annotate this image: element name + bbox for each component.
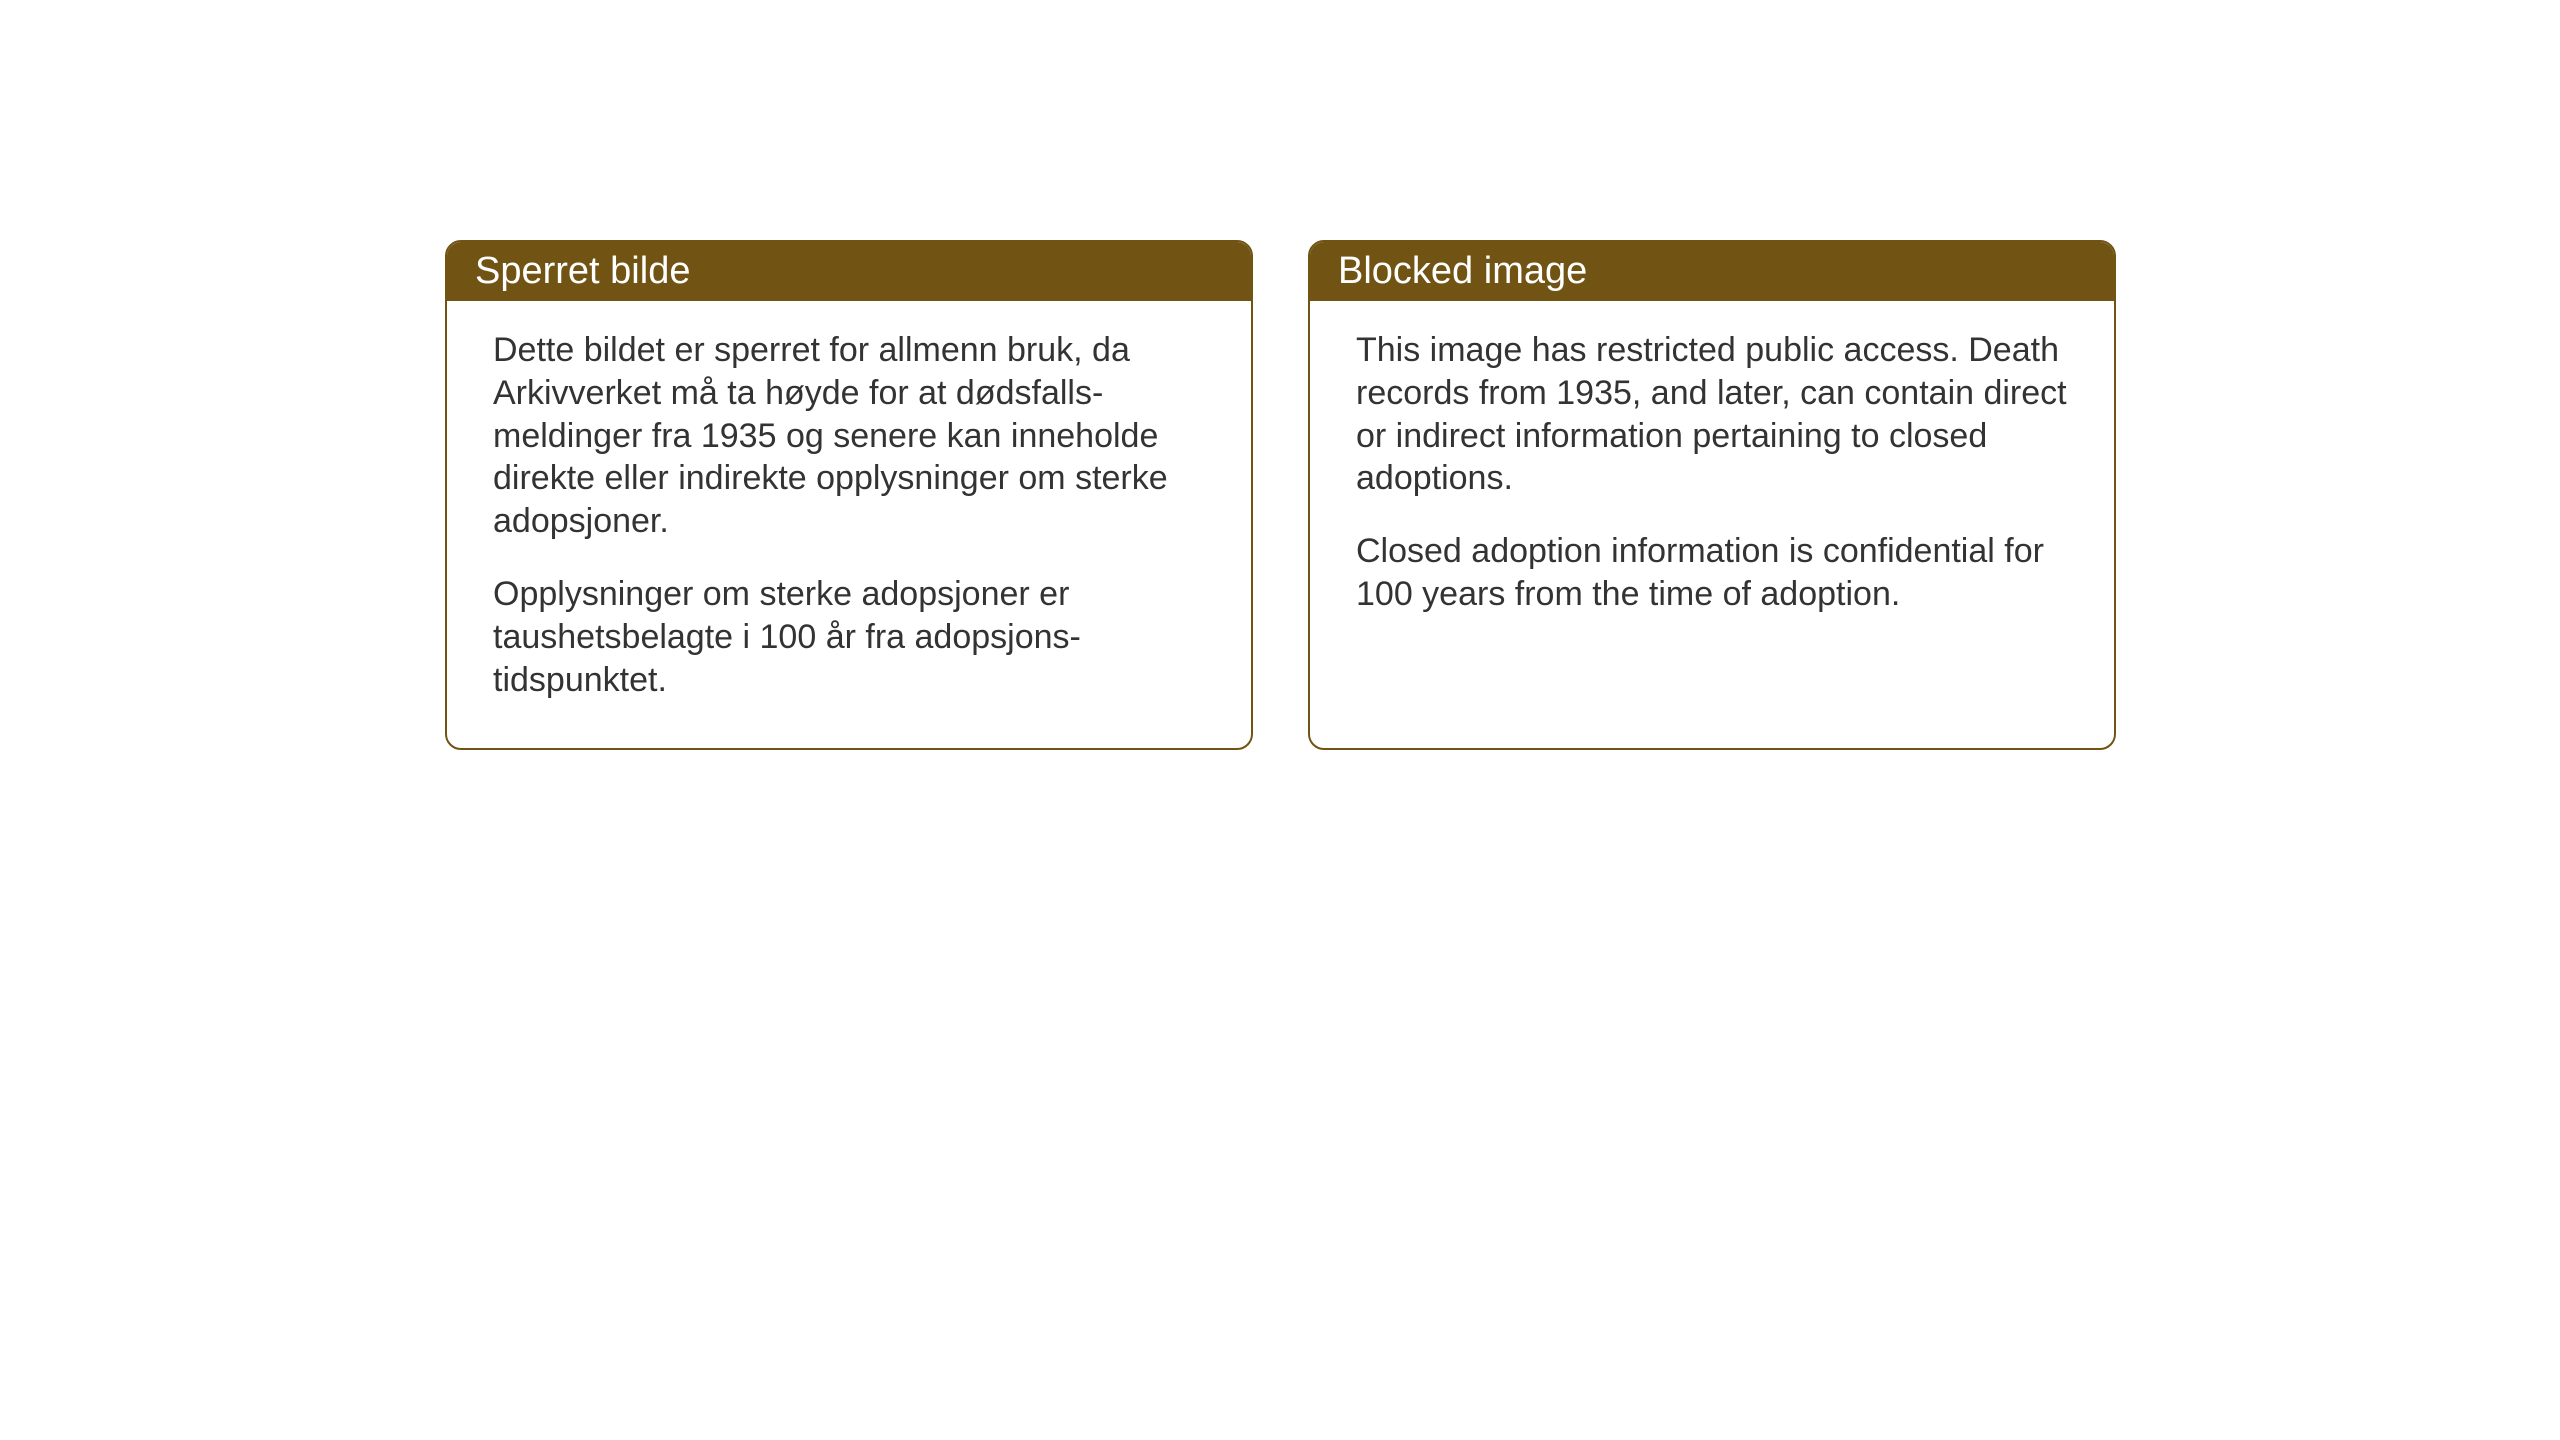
notice-body-english: This image has restricted public access.… xyxy=(1310,301,2114,652)
notice-title-english: Blocked image xyxy=(1338,250,1587,292)
notice-header-english: Blocked image xyxy=(1310,242,2114,301)
notice-box-norwegian: Sperret bilde Dette bildet er sperret fo… xyxy=(445,240,1253,750)
notice-title-norwegian: Sperret bilde xyxy=(475,250,690,292)
notice-paragraph-1-english: This image has restricted public access.… xyxy=(1356,329,2068,500)
notice-container: Sperret bilde Dette bildet er sperret fo… xyxy=(445,240,2116,750)
notice-header-norwegian: Sperret bilde xyxy=(447,242,1251,301)
notice-paragraph-1-norwegian: Dette bildet er sperret for allmenn bruk… xyxy=(493,329,1205,543)
notice-paragraph-2-norwegian: Opplysninger om sterke adopsjoner er tau… xyxy=(493,573,1205,701)
notice-box-english: Blocked image This image has restricted … xyxy=(1308,240,2116,750)
notice-body-norwegian: Dette bildet er sperret for allmenn bruk… xyxy=(447,301,1251,738)
notice-paragraph-2-english: Closed adoption information is confident… xyxy=(1356,530,2068,616)
